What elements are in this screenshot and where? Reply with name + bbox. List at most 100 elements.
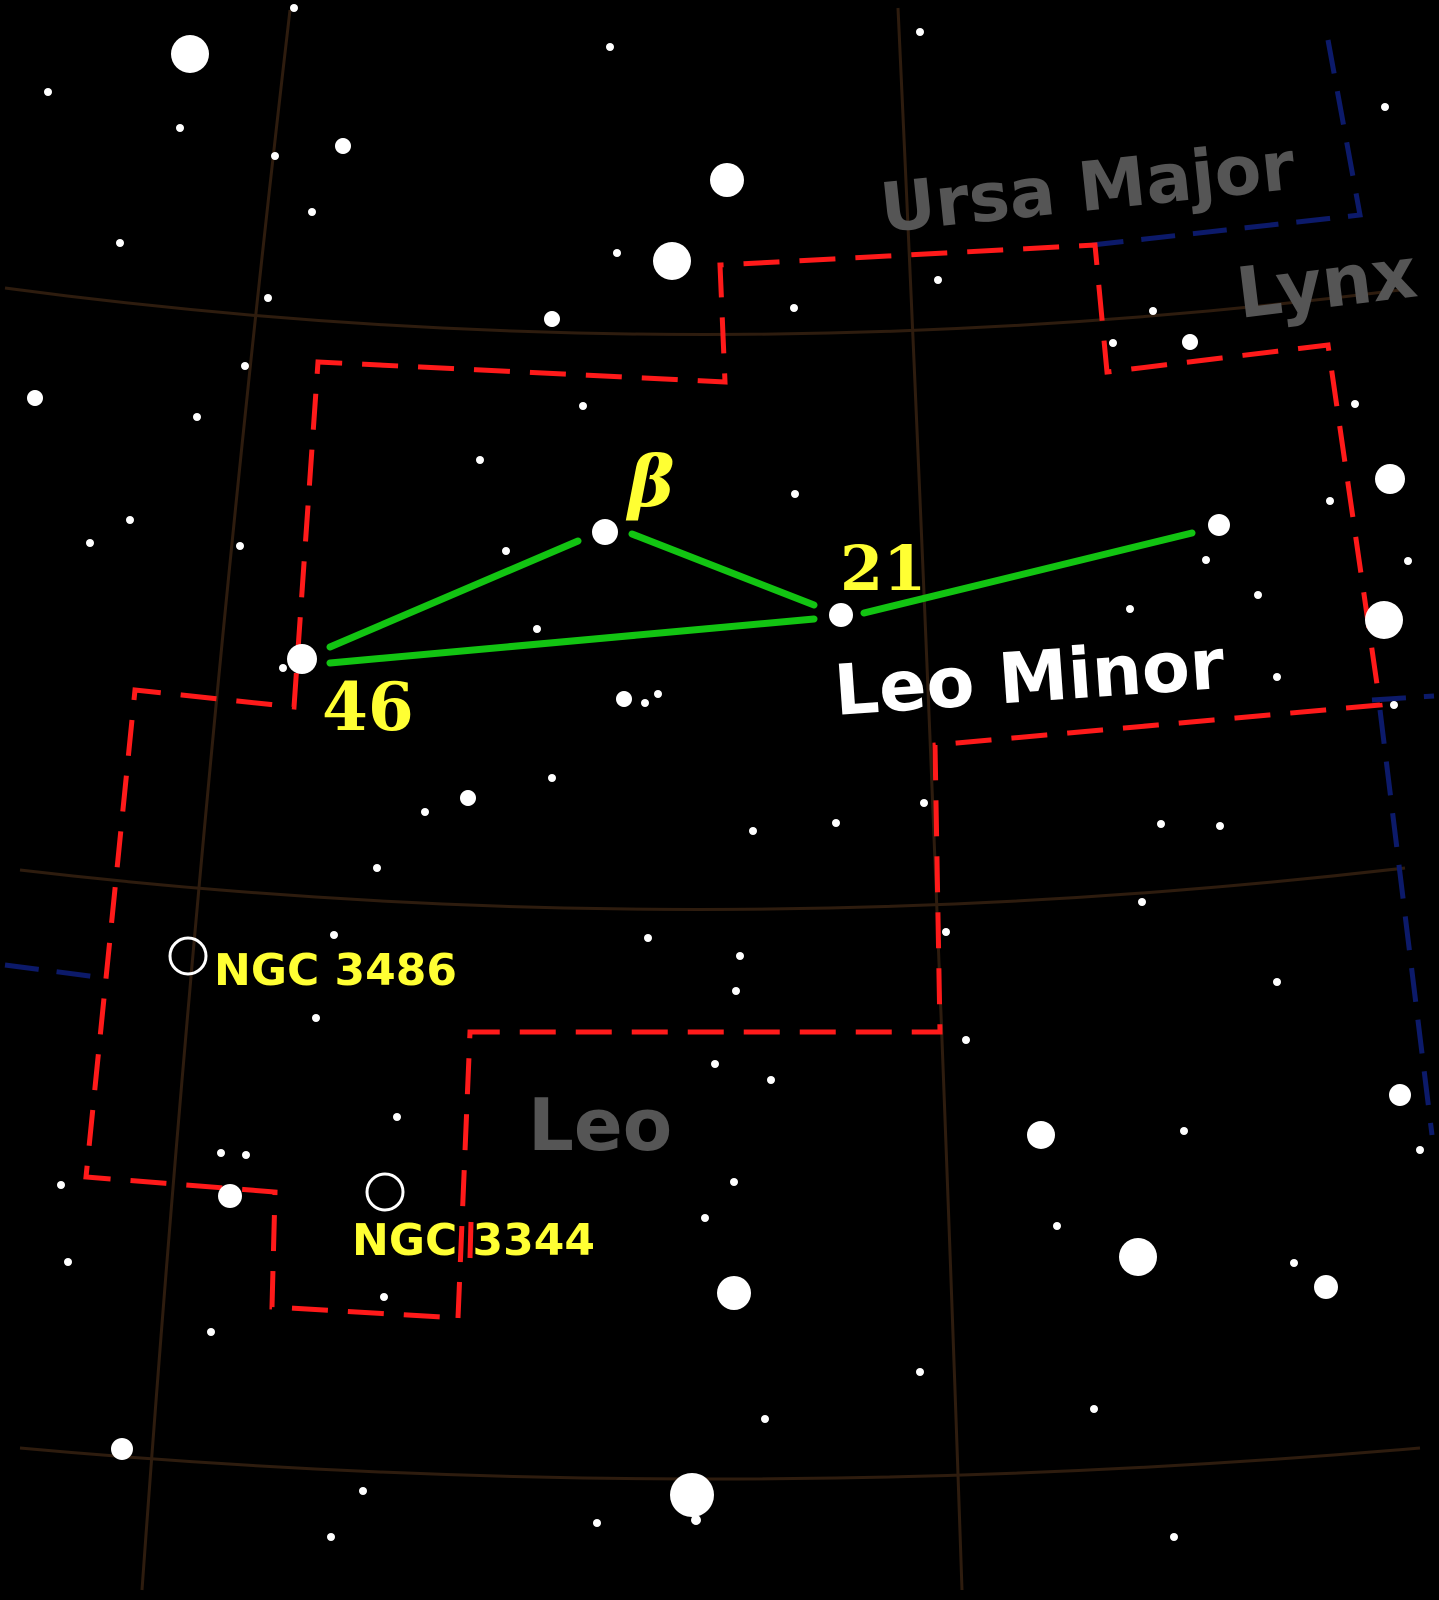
star [1389, 1084, 1411, 1106]
star [111, 1438, 133, 1460]
star [327, 1533, 335, 1541]
grid-parallel-middle [19, 866, 1406, 911]
star [1090, 1405, 1098, 1413]
star [308, 208, 316, 216]
star-field [27, 4, 1424, 1541]
star [393, 1113, 401, 1121]
star [1027, 1121, 1055, 1149]
star [1365, 601, 1403, 639]
star [193, 413, 201, 421]
star [1216, 822, 1224, 830]
star [1381, 103, 1389, 111]
star [544, 311, 560, 327]
star [1182, 334, 1198, 350]
star [86, 539, 94, 547]
star [1416, 1146, 1424, 1154]
star [44, 88, 52, 96]
star [335, 138, 351, 154]
label-star-21: 21 [840, 532, 926, 605]
star [691, 1515, 701, 1525]
star [916, 1368, 924, 1376]
star [287, 644, 317, 674]
star [829, 603, 853, 627]
star [736, 952, 744, 960]
ngc3344-boundary-crossing [467, 1221, 474, 1259]
star [176, 124, 184, 132]
star [711, 1060, 719, 1068]
star [533, 625, 541, 633]
star [242, 1151, 250, 1159]
star [27, 390, 43, 406]
star [126, 516, 134, 524]
star [1157, 820, 1165, 828]
label-ngc3344: NGC 3344 [352, 1215, 595, 1266]
star [380, 1293, 388, 1301]
label-leo: Leo [528, 1083, 672, 1167]
star [942, 928, 950, 936]
leo-minor-boundary [83, 242, 1383, 1321]
star [670, 1473, 714, 1517]
star [767, 1076, 775, 1084]
star [1119, 1238, 1157, 1276]
galaxy-ngc3486-marker [168, 936, 208, 976]
star [359, 1487, 367, 1495]
star [1375, 464, 1405, 494]
grid-meridian-left [140, 9, 292, 1591]
star [1109, 339, 1117, 347]
boundary-left-leo [4, 962, 106, 981]
star [116, 239, 124, 247]
star [641, 699, 649, 707]
boundary-lynx-leo-lower [1377, 709, 1435, 1136]
star [1180, 1127, 1188, 1135]
star [548, 774, 556, 782]
star [502, 547, 510, 555]
stick-46-beta [326, 537, 582, 651]
star [1390, 701, 1398, 709]
star [264, 294, 272, 302]
grid-parallel-top [4, 286, 1401, 336]
star [476, 456, 484, 464]
star [1170, 1533, 1178, 1541]
coordinate-grid [4, 7, 1421, 1591]
star [654, 690, 662, 698]
star [717, 1276, 751, 1310]
star [1208, 514, 1230, 536]
star [934, 276, 942, 284]
star [761, 1415, 769, 1423]
star [57, 1181, 65, 1189]
star [732, 987, 740, 995]
label-ngc3486: NGC 3486 [214, 945, 457, 996]
star [1290, 1259, 1298, 1267]
star [171, 35, 209, 73]
star [330, 931, 338, 939]
star [916, 28, 924, 36]
star [644, 934, 652, 942]
star [1326, 497, 1334, 505]
stick-figure [326, 529, 1196, 667]
star [64, 1258, 72, 1266]
star [920, 799, 928, 807]
star [593, 1519, 601, 1527]
star [1053, 1222, 1061, 1230]
star [710, 163, 744, 197]
neighbor-boundaries [4, 39, 1435, 1136]
star [790, 304, 798, 312]
star [373, 864, 381, 872]
star [1273, 978, 1281, 986]
star [832, 819, 840, 827]
star [1351, 400, 1359, 408]
star [460, 790, 476, 806]
star [312, 1014, 320, 1022]
star [579, 402, 587, 410]
star [241, 362, 249, 370]
star [1314, 1275, 1338, 1299]
star [616, 691, 632, 707]
star [1254, 591, 1262, 599]
star [218, 1184, 242, 1208]
star [421, 808, 429, 816]
star [236, 542, 244, 550]
star [1138, 898, 1146, 906]
star [217, 1149, 225, 1157]
